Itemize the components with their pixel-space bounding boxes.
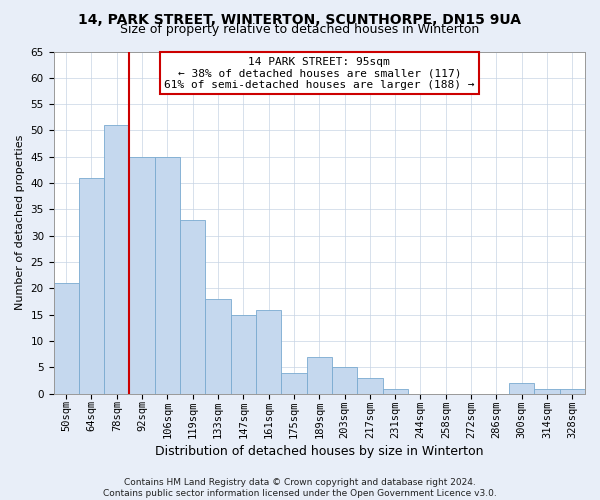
Bar — [357, 378, 383, 394]
Bar — [180, 220, 205, 394]
Bar — [509, 384, 535, 394]
Bar — [79, 178, 104, 394]
Text: 14 PARK STREET: 95sqm
← 38% of detached houses are smaller (117)
61% of semi-det: 14 PARK STREET: 95sqm ← 38% of detached … — [164, 56, 475, 90]
Bar — [383, 388, 408, 394]
Text: 14, PARK STREET, WINTERTON, SCUNTHORPE, DN15 9UA: 14, PARK STREET, WINTERTON, SCUNTHORPE, … — [79, 12, 521, 26]
Y-axis label: Number of detached properties: Number of detached properties — [15, 135, 25, 310]
X-axis label: Distribution of detached houses by size in Winterton: Distribution of detached houses by size … — [155, 444, 484, 458]
Bar — [205, 299, 230, 394]
Bar — [104, 125, 130, 394]
Bar — [130, 157, 155, 394]
Bar — [535, 388, 560, 394]
Bar — [281, 372, 307, 394]
Bar — [332, 368, 357, 394]
Bar — [307, 357, 332, 394]
Bar — [53, 283, 79, 394]
Bar — [155, 157, 180, 394]
Bar — [560, 388, 585, 394]
Text: Contains HM Land Registry data © Crown copyright and database right 2024.
Contai: Contains HM Land Registry data © Crown c… — [103, 478, 497, 498]
Bar — [256, 310, 281, 394]
Text: Size of property relative to detached houses in Winterton: Size of property relative to detached ho… — [121, 22, 479, 36]
Bar — [230, 315, 256, 394]
